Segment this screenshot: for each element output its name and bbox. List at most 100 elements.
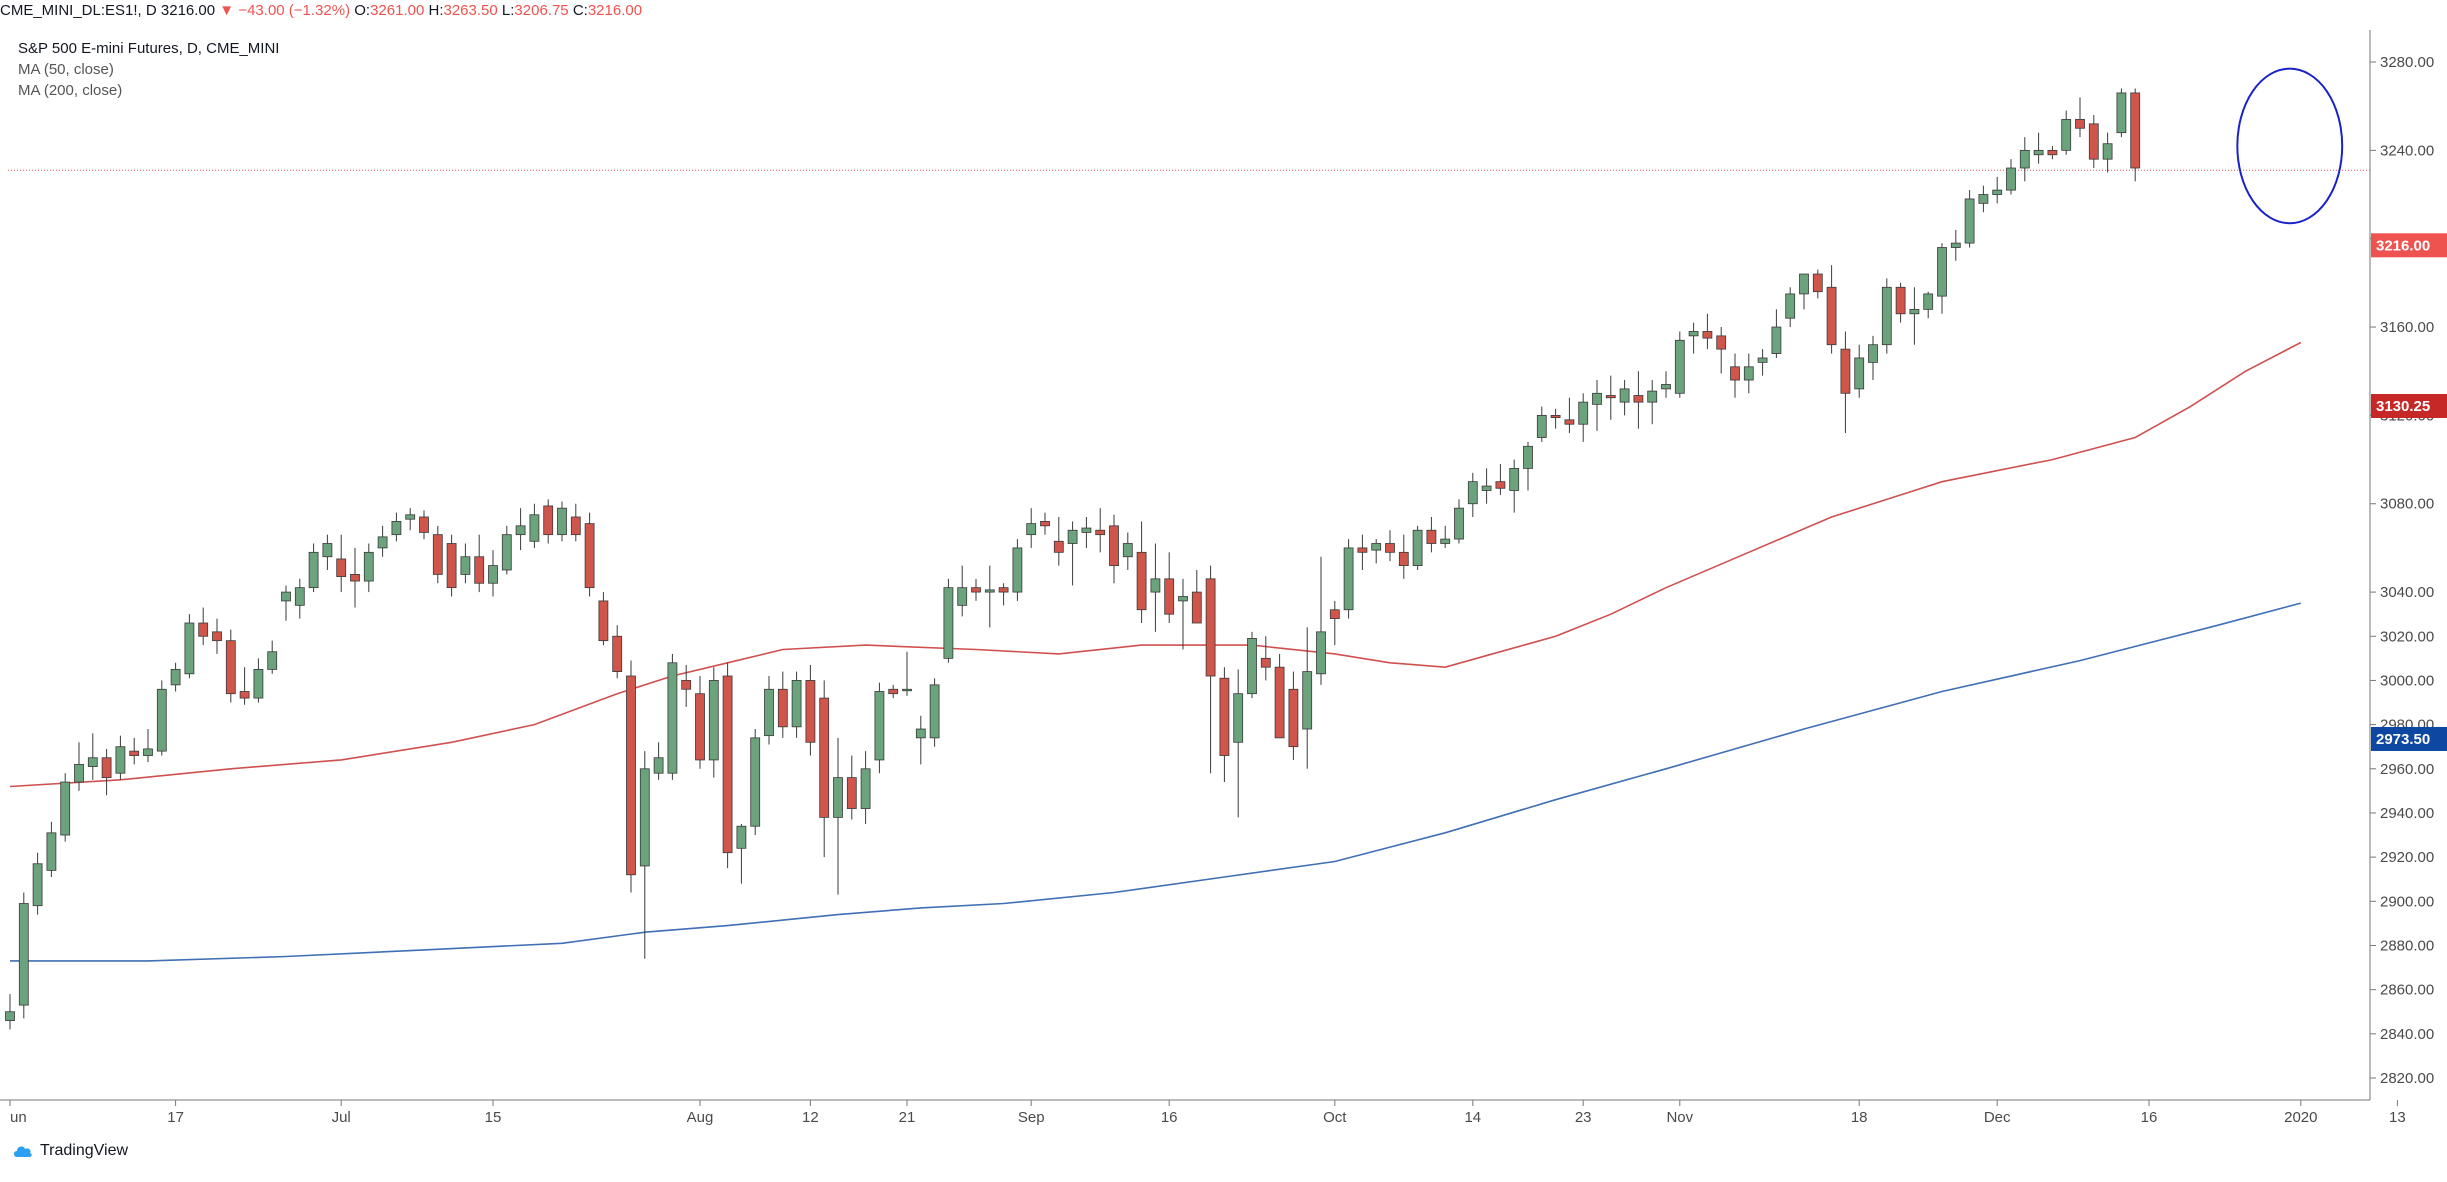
x-tick-label: 14: [1464, 1109, 1481, 1126]
candle: [667, 653, 678, 780]
candle-down: [888, 688, 899, 695]
candle-down: [1329, 609, 1340, 619]
ma200-legend[interactable]: MA (200, close): [18, 82, 123, 99]
candle: [1481, 468, 1492, 504]
last-price-badge-bg: [2371, 233, 2447, 258]
candle-up: [653, 757, 664, 774]
candle-up: [1067, 529, 1078, 544]
candle: [1109, 514, 1119, 584]
candle-down: [1274, 666, 1285, 739]
ma200-line: [10, 602, 2302, 962]
candle-down: [695, 693, 705, 761]
candle-down: [1730, 366, 1740, 381]
candle: [1578, 393, 1589, 442]
candle-down: [474, 556, 485, 584]
candle-up: [1592, 392, 1602, 405]
candle: [1964, 190, 1975, 248]
candle-up: [1619, 388, 1630, 403]
candle: [1536, 406, 1547, 442]
candle-up: [667, 662, 678, 774]
candle: [322, 534, 333, 570]
candle-up: [1412, 529, 1423, 566]
x-tick-label: Aug: [687, 1109, 714, 1126]
candle: [2130, 88, 2141, 182]
candle: [736, 824, 747, 884]
candle-up: [156, 688, 167, 752]
candle-up: [1523, 445, 1533, 469]
candle: [460, 543, 471, 584]
candle-up: [874, 691, 885, 761]
candle-down: [819, 697, 830, 818]
candle: [1233, 669, 1244, 818]
candle-up: [1371, 543, 1382, 551]
candle-down: [432, 534, 443, 575]
symbol-header: CME_MINI_DL:ES1!, D 3216.00 ▼ −43.00 (−1…: [0, 0, 2447, 22]
candle-up: [1247, 638, 1257, 695]
candle: [515, 508, 526, 551]
candle-down: [1164, 578, 1175, 615]
candle-up: [184, 622, 195, 675]
candle: [1026, 508, 1037, 548]
candle-up: [1302, 671, 1313, 730]
candle-down: [129, 750, 140, 756]
candle-up: [18, 903, 29, 1006]
candle-up: [460, 556, 471, 575]
candle: [1178, 578, 1188, 650]
candle: [2116, 88, 2127, 138]
candle-down: [1633, 395, 1644, 403]
candle-down: [225, 640, 236, 695]
candle-up: [1688, 331, 1699, 337]
candle-up: [736, 825, 747, 849]
candle-down: [419, 516, 429, 533]
candle-up: [515, 525, 526, 536]
candle: [1757, 349, 1768, 376]
candle-up: [833, 777, 843, 818]
candle-down: [2075, 119, 2085, 129]
candle-up: [984, 589, 995, 593]
candle-down: [584, 523, 595, 589]
candle-down: [1219, 677, 1230, 756]
candle: [612, 625, 623, 679]
candle-up: [2019, 149, 2030, 169]
candle-down: [1826, 286, 1837, 346]
close-label: C:: [572, 2, 588, 19]
candle: [1937, 243, 1947, 314]
x-tick-label: 21: [899, 1109, 916, 1126]
candle: [225, 629, 236, 703]
ma50-legend[interactable]: MA (50, close): [18, 61, 114, 78]
candle: [1785, 287, 1796, 328]
candle: [184, 614, 195, 679]
candle: [874, 682, 885, 774]
candle: [87, 733, 98, 780]
candle: [2102, 132, 2113, 173]
instrument-title[interactable]: S&P 500 E-mini Futures, D, CME_MINI: [18, 40, 280, 57]
open-value: 3261.00: [370, 2, 425, 19]
candle: [2047, 145, 2058, 160]
ma50-badge: 3130.25: [2376, 398, 2430, 415]
candle: [377, 525, 388, 557]
candle-up: [708, 680, 719, 761]
candle-down: [598, 600, 609, 642]
candle: [943, 578, 954, 663]
candle: [1661, 371, 1671, 398]
tradingview-logo[interactable]: TradingView: [12, 1142, 128, 1160]
symbol-label[interactable]: CME_MINI_DL:ES1!, D: [0, 2, 157, 19]
x-tick-label: Sep: [1018, 1109, 1045, 1126]
candle-up: [750, 737, 761, 827]
candle-up: [1178, 596, 1188, 602]
candle: [474, 534, 485, 593]
candle-down: [1040, 521, 1050, 527]
candle: [984, 565, 995, 628]
candle-down: [1398, 551, 1409, 566]
candle-down: [1564, 419, 1575, 425]
y-tick-label: 2900.00: [2380, 893, 2434, 910]
candle: [750, 729, 761, 836]
candle-up: [5, 1011, 15, 1021]
candle: [1454, 499, 1464, 544]
candle: [722, 662, 733, 869]
candle: [1674, 331, 1685, 398]
candle-down: [2088, 123, 2099, 160]
candle-up: [501, 534, 512, 571]
